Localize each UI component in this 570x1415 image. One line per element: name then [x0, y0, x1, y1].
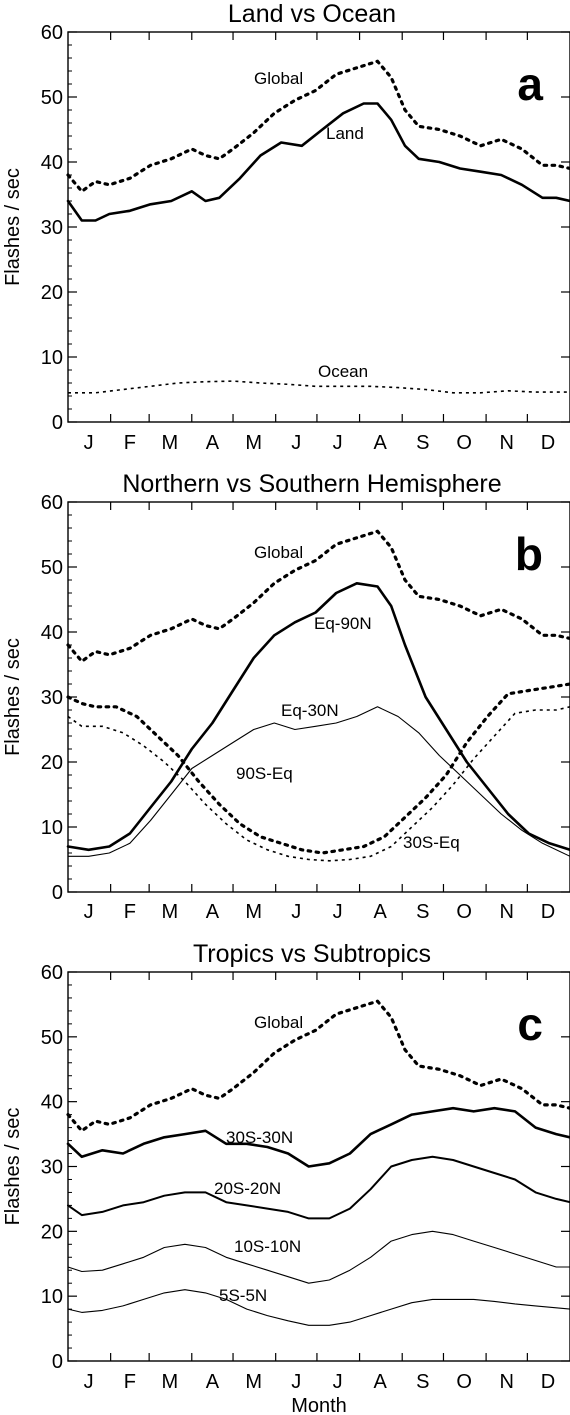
panel-b-title: Northern vs Southern Hemisphere: [122, 470, 501, 498]
panel-a-x-tick-label: M: [245, 432, 262, 454]
panel-b-letter: b: [515, 528, 543, 580]
panel-a-x-tick-label: D: [541, 432, 555, 454]
panel-c-title: Tropics vs Subtropics: [193, 940, 431, 968]
panel-c-x-tick-label: F: [124, 1371, 136, 1393]
panel-b-series-global: [66, 529, 570, 663]
panel-b-series-90s-eq: [66, 682, 570, 855]
panel-b-series-30s-eq: [67, 706, 570, 862]
panel-b-x-tick-label: N: [500, 901, 514, 923]
panel-c-series-label-30s-30n: 30S-30N: [226, 1128, 293, 1147]
panel-b-x-tick-label: J: [291, 901, 301, 923]
panel-b-y-tick-label: 50: [41, 557, 63, 579]
panel-b-x-tick-label: S: [416, 901, 429, 923]
panel-b-series-eq-90n: [66, 581, 570, 852]
panel-c-x-tick-label: J: [84, 1371, 94, 1393]
panel-c-y-tick-label: 20: [41, 1221, 63, 1243]
panel-a: Land vs Ocean 0 10 20 30 40 50 60 J F M A M J J A S O N D Fl…: [2, 0, 570, 454]
panel-c-y-axis-label: Flashes / sec: [2, 1108, 24, 1226]
panel-c-y-tick-label: 50: [41, 1027, 63, 1049]
panel-a-series-global: [66, 59, 570, 193]
panel-b-x-tick-label: J: [333, 901, 343, 923]
panel-b-series-label-eq-90n: Eq-90N: [314, 614, 372, 633]
panel-c-y-tick-label: 30: [41, 1157, 63, 1179]
panel-c-series-label-5s-5n: 5S-5N: [219, 1286, 267, 1305]
panel-c-y-tick-label: 10: [41, 1286, 63, 1308]
panel-c-x-tick-label: J: [333, 1371, 343, 1393]
panel-b-x-tick-label: O: [456, 901, 472, 923]
panel-c-y-tick-label: 40: [41, 1092, 63, 1114]
panel-b-x-tick-label: F: [124, 901, 136, 923]
panel-b-x-tick-label: A: [374, 901, 388, 923]
panel-c-x-tick-label: O: [456, 1371, 472, 1393]
panel-b-x-tick-label: D: [541, 901, 555, 923]
panel-b-x-tick-label: M: [245, 901, 262, 923]
panel-b: Northern vs Southern Hemisphere 0 10 20 30 40…: [2, 470, 570, 923]
panel-c-x-tick-label: A: [374, 1371, 388, 1393]
panel-a-x-tick-label: S: [416, 432, 429, 454]
panel-c-series-label-10s-10n: 10S-10N: [234, 1237, 301, 1256]
panel-a-y-tick-label: 60: [41, 22, 63, 44]
panel-c-series-label-20s-20n: 20S-20N: [214, 1179, 281, 1198]
panel-a-x-tick-label: J: [84, 432, 94, 454]
panel-c-y-tick-label: 0: [52, 1351, 63, 1373]
panel-b-y-tick-label: 40: [41, 622, 63, 644]
panel-b-series-label-global: Global: [254, 543, 303, 562]
panel-a-series-land: [66, 102, 570, 222]
panel-c-x-tick-label: M: [245, 1371, 262, 1393]
panel-a-series-label-ocean: Ocean: [318, 362, 368, 381]
panel-a-y-tick-label: 50: [41, 87, 63, 109]
panel-a-y-tick-label: 30: [41, 217, 63, 239]
panel-b-y-tick-label: 10: [41, 817, 63, 839]
panel-b-series-label-eq-30n: Eq-30N: [281, 701, 339, 720]
panel-c-series-5s-5n: [67, 1289, 570, 1326]
panel-c-series-global: [66, 999, 570, 1133]
panel-b-y-tick-label: 60: [41, 492, 63, 514]
panel-a-y-tick-label: 10: [41, 347, 63, 369]
panel-a-title: Land vs Ocean: [228, 0, 396, 28]
panel-c-series-30s-30n: [66, 1106, 570, 1168]
panel-b-series-label-30s-eq: 30S-Eq: [403, 833, 460, 852]
panel-a-x-tick-label: J: [333, 432, 343, 454]
panel-a-x-tick-label: J: [291, 432, 301, 454]
panel-c-letter: c: [517, 998, 543, 1050]
panel-b-plot-frame: [67, 501, 570, 893]
panel-a-x-tick-label: N: [500, 432, 514, 454]
panel-a-x-tick-label: A: [206, 432, 220, 454]
panel-b-y-tick-label: 30: [41, 687, 63, 709]
panel-c-y-tick-label: 60: [41, 962, 63, 984]
panel-a-y-tick-label: 40: [41, 152, 63, 174]
panel-b-series-eq-30n: [67, 706, 570, 857]
panel-c-series-label-global: Global: [254, 1013, 303, 1032]
panel-c: Tropics vs Subtropics 0 10 20 30 40 50 60 J F M A M J…: [2, 940, 570, 1415]
panel-a-x-tick-label: M: [161, 432, 178, 454]
panel-a-x-tick-label: F: [124, 432, 136, 454]
panel-c-x-tick-label: A: [206, 1371, 220, 1393]
panel-a-y-axis-label: Flashes / sec: [2, 168, 24, 286]
panel-c-x-tick-label: M: [161, 1371, 178, 1393]
panel-c-x-tick-label: S: [416, 1371, 429, 1393]
panel-c-series-20s-20n: [67, 1155, 570, 1220]
panel-b-x-tick-label: A: [206, 901, 220, 923]
panel-a-series-label-land: Land: [326, 124, 364, 143]
panel-a-series-label-global: Global: [254, 69, 303, 88]
panel-a-y-tick-label: 0: [52, 412, 63, 434]
panel-a-x-tick-label: O: [456, 432, 472, 454]
panel-c-series-10s-10n: [67, 1230, 570, 1284]
panel-b-x-tick-label: J: [84, 901, 94, 923]
panel-c-x-tick-label: J: [291, 1371, 301, 1393]
panel-b-y-tick-label: 0: [52, 882, 63, 904]
panel-c-plot-frame: [67, 971, 570, 1362]
panel-c-x-tick-label: D: [541, 1371, 555, 1393]
panel-a-y-tick-label: 20: [41, 282, 63, 304]
panel-c-x-axis-label: Month: [291, 1395, 347, 1415]
panel-a-x-tick-label: A: [374, 432, 388, 454]
panel-b-series-label-90s-eq: 90S-Eq: [236, 764, 293, 783]
panel-a-letter: a: [517, 58, 543, 110]
panel-b-y-tick-label: 20: [41, 752, 63, 774]
panel-c-x-tick-label: N: [500, 1371, 514, 1393]
panel-b-x-tick-label: M: [161, 901, 178, 923]
panel-a-series-ocean: [68, 380, 570, 394]
panel-b-y-axis-label: Flashes / sec: [2, 638, 24, 756]
